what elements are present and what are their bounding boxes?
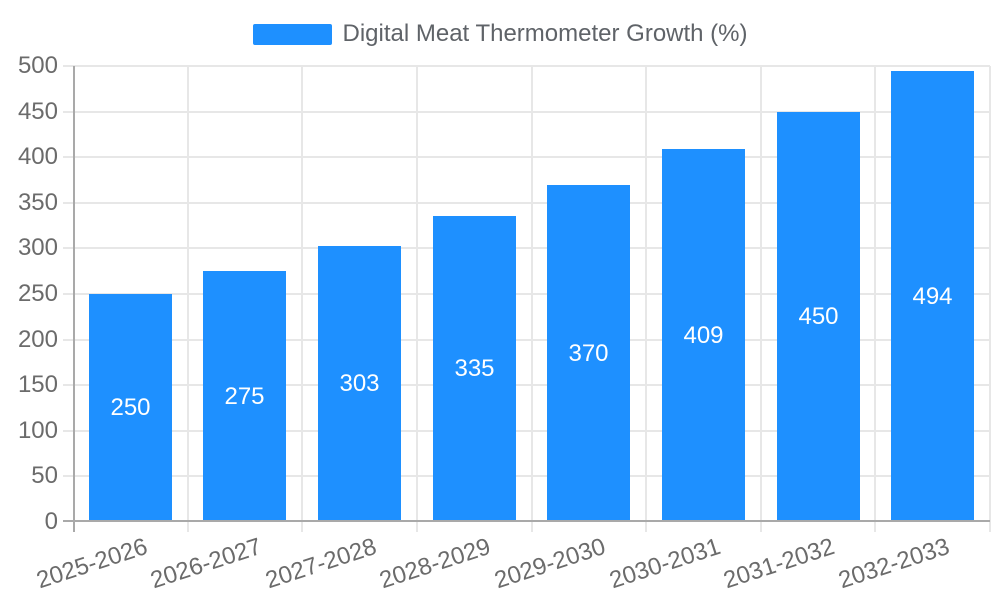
y-gridline [63, 110, 990, 113]
bar-data-label: 335 [454, 355, 495, 382]
bar-data-label: 275 [224, 382, 265, 410]
x-axis-tick-label: 2028-2029 [376, 533, 495, 595]
legend-label: Digital Meat Thermometer Growth (%) [342, 20, 748, 47]
bar-data-label: 494 [912, 282, 953, 310]
x-gridline [186, 66, 189, 532]
legend-swatch-icon [252, 23, 332, 45]
y-gridline [63, 384, 990, 387]
bar-data-label: 409 [683, 321, 724, 349]
x-gridline [301, 66, 304, 532]
bar-2032-2033[interactable]: 494 [891, 71, 974, 522]
bar-2026-2027[interactable]: 275 [203, 271, 286, 522]
y-gridline [63, 247, 990, 250]
y-axis-tick-label: 250 [17, 280, 58, 307]
y-axis-tick-label: 100 [17, 416, 58, 444]
y-gridline [63, 65, 990, 67]
bar-data-label: 303 [339, 370, 380, 397]
y-axis-tick-label: 200 [17, 325, 58, 353]
x-axis-tick-label: 2030-2031 [605, 533, 724, 595]
bar-2028-2029[interactable]: 335 [433, 216, 516, 522]
x-axis-tick-label: 2025-2026 [32, 533, 151, 595]
x-axis-tick-label: 2027-2028 [262, 533, 380, 595]
y-axis-tick-label: 400 [17, 143, 58, 171]
y-axis-tick-label: 50 [31, 462, 58, 490]
y-gridline [63, 429, 990, 432]
bar-2029-2030[interactable]: 370 [547, 185, 630, 522]
y-gridline [63, 338, 990, 341]
legend-item[interactable]: Digital Meat Thermometer Growth (%) [0, 20, 1000, 48]
y-axis-tick-label: 0 [44, 508, 58, 535]
y-axis-line [73, 66, 75, 532]
x-axis-tick-label: 2031-2032 [720, 533, 839, 595]
x-gridline [415, 66, 418, 532]
y-gridline [63, 293, 990, 295]
bar-data-label: 450 [798, 303, 839, 330]
x-gridline [989, 66, 991, 532]
y-gridline [63, 201, 990, 204]
plot-area: 250 275 303 335 370 409 450 494 [63, 65, 991, 532]
bar-2030-2031[interactable]: 409 [662, 149, 745, 522]
y-axis-tick-label: 150 [17, 371, 58, 399]
x-gridline [759, 66, 762, 532]
y-axis-tick-label: 350 [17, 188, 58, 216]
x-axis-tick-label: 2026-2027 [147, 533, 265, 595]
x-gridline [530, 66, 533, 532]
y-gridline [63, 475, 990, 478]
bar-data-label: 250 [110, 394, 151, 421]
y-axis-tick-label: 450 [17, 97, 58, 125]
bar-2031-2032[interactable]: 450 [777, 112, 860, 522]
y-axis-tick-label: 500 [17, 52, 58, 79]
x-axis-tick-label: 2032-2033 [835, 533, 953, 595]
y-axis-tick-label: 300 [17, 234, 58, 262]
bar-data-label: 370 [568, 339, 609, 367]
x-axis-line [63, 520, 990, 522]
bar-2025-2026[interactable]: 250 [89, 294, 172, 522]
x-gridline [874, 66, 877, 532]
x-axis-tick-label: 2029-2030 [491, 533, 609, 595]
x-gridline [645, 66, 648, 532]
bar-2027-2028[interactable]: 303 [318, 246, 401, 522]
y-gridline [63, 156, 990, 159]
